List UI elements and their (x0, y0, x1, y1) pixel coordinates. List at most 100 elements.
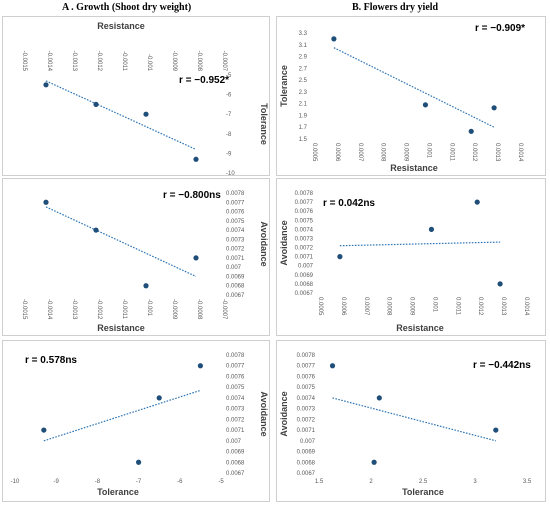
y-axis-title: Tolerance (259, 103, 269, 145)
y-tick-label: 0.0077 (226, 364, 245, 370)
scatter-chart: -0.0015 -0.0014 -0.0013 -0.0012 -0.0011 -0.00… (21, 190, 269, 333)
x-tick-label: 0.0006 (334, 143, 340, 162)
y-tick-label: 0.0078 (226, 191, 245, 197)
x-tick-label: 0.0012 (471, 143, 477, 162)
y-axis-title: Avoidance (279, 220, 289, 265)
scatter-chart: 1.5 2 2.5 3 3.5 0.0078 0.0077 0.0076 0.0075 0.007… (279, 353, 532, 497)
trend-line (45, 206, 197, 277)
y-tick-label: 1.7 (299, 125, 308, 131)
x-tick-label: 0.0013 (494, 143, 500, 162)
x-tick-label: 0.001 (431, 297, 437, 313)
x-tick-label: -9 (54, 479, 60, 485)
data-point (93, 101, 99, 107)
y-tick-label: 0.0069 (226, 450, 245, 456)
y-tick-label: 0.0067 (226, 471, 245, 477)
correlation-label: r = −0.909* (475, 23, 525, 34)
x-tick-label: -10 (11, 479, 20, 485)
y-tick-label: 0.0068 (226, 460, 245, 466)
x-tick-label: -0.0014 (46, 51, 52, 72)
chart-panel-flowers-avoidance-vs-tolerance: 1.5 2 2.5 3 3.5 0.0078 0.0077 0.0076 0.0075 0.007… (276, 340, 546, 502)
x-tick-label: 0.0014 (517, 143, 523, 162)
y-axis-title: Avoidance (259, 221, 269, 266)
y-tick-label: 0.0069 (226, 274, 245, 280)
x-tick-label: -0.0011 (121, 299, 127, 320)
data-point (197, 363, 203, 369)
trend-line (43, 389, 201, 442)
x-tick-label: 0.0009 (409, 297, 415, 316)
x-tick-label: 0.0005 (317, 297, 323, 316)
x-tick-label: 0.0007 (357, 143, 363, 162)
y-tick-label: 0.0067 (226, 293, 245, 299)
y-tick-label: 0.0072 (297, 417, 316, 423)
trend-line (45, 80, 197, 151)
y-tick-label: 0.0076 (297, 374, 316, 380)
y-tick-label: 0.007 (298, 264, 314, 270)
trend-line (339, 241, 501, 247)
x-tick-label: 0.0005 (311, 143, 317, 162)
data-point (337, 254, 343, 260)
x-tick-label: -0.0015 (21, 51, 27, 72)
y-tick-label: 3.3 (299, 31, 308, 37)
x-tick-label: 3 (473, 479, 477, 485)
y-tick-label: 0.0073 (226, 407, 245, 413)
x-tick-label: 0.001 (425, 143, 431, 159)
y-tick-label: -10 (226, 171, 235, 175)
data-point (193, 255, 199, 261)
data-point (497, 281, 503, 287)
correlation-label: r = 0.042ns (323, 198, 375, 209)
chart-panel-flowers-tolerance-vs-resistance: 0.0005 0.0006 0.0007 0.0008 0.0009 0.001 0.001… (276, 16, 546, 176)
data-point (156, 395, 162, 401)
data-point (93, 227, 99, 233)
y-tick-label: -5 (226, 73, 232, 79)
data-point (371, 459, 377, 465)
scatter-chart: 0.0005 0.0006 0.0007 0.0008 0.0009 0.001 0.001… (279, 191, 529, 333)
y-tick-label: 0.0073 (226, 237, 245, 243)
y-tick-label: 2.1 (299, 102, 308, 108)
y-tick-label: 0.0075 (295, 218, 314, 224)
data-point (143, 283, 149, 289)
x-tick-label: 3.5 (523, 479, 532, 485)
data-point (143, 111, 149, 117)
y-tick-label: 0.0074 (226, 228, 245, 234)
trend-line (333, 47, 495, 128)
data-point (193, 156, 199, 162)
y-tick-label: 0.0076 (226, 374, 245, 380)
data-point (376, 395, 382, 401)
x-tick-label: -0.0014 (46, 299, 52, 320)
y-tick-label: 2.9 (299, 55, 308, 61)
correlation-label: r = −0.952* (179, 75, 229, 86)
y-tick-label: -6 (226, 93, 232, 99)
correlation-label: r = −0.442ns (473, 360, 531, 371)
column-title-growth: A . Growth (Shoot dry weight) (62, 2, 192, 13)
y-tick-label: 0.0072 (226, 247, 245, 253)
chart-panel-growth-avoidance-vs-resistance: -0.0015 -0.0014 -0.0013 -0.0012 -0.0011 -0.00… (2, 178, 270, 336)
y-tick-label: 0.007 (300, 439, 316, 445)
data-point (41, 427, 47, 433)
x-tick-label: -5 (218, 479, 224, 485)
x-tick-label: 0.0011 (454, 297, 460, 316)
x-tick-label: -8 (95, 479, 101, 485)
x-tick-label: 0.0013 (500, 297, 506, 316)
x-tick-label: 0.0012 (477, 297, 483, 316)
data-point (422, 102, 429, 108)
x-tick-label: 0.0006 (340, 297, 346, 316)
column-title-flowers: B. Flowers dry yield (352, 2, 439, 13)
x-tick-label: -0.0007 (221, 299, 227, 320)
y-tick-label: 0.0075 (297, 385, 316, 391)
y-tick-label: 0.007 (226, 439, 242, 445)
y-tick-label: 0.0068 (297, 460, 316, 466)
y-tick-label: 0.0067 (295, 291, 314, 297)
chart-panel-growth-tolerance-vs-resistance: -0.0015 -0.0014 -0.0013 -0.0012 -0.0011 -0.00… (2, 16, 270, 176)
trend-line (332, 397, 496, 442)
scatter-chart: -10 -9 -8 -7 -6 -5 0.0078 0.0077 0.0076 0.0075 0.0… (11, 353, 269, 497)
x-tick-label: 0.0007 (363, 297, 369, 316)
y-tick-label: 0.0074 (295, 227, 314, 233)
x-tick-label: 0.0014 (523, 297, 529, 316)
data-point (491, 105, 497, 111)
data-point (136, 459, 142, 465)
x-tick-label: -6 (177, 479, 183, 485)
y-tick-label: -9 (226, 151, 232, 157)
x-axis-title: Tolerance (97, 487, 139, 497)
x-axis-title: Resistance (396, 323, 444, 333)
y-tick-label: 0.0074 (226, 396, 245, 402)
